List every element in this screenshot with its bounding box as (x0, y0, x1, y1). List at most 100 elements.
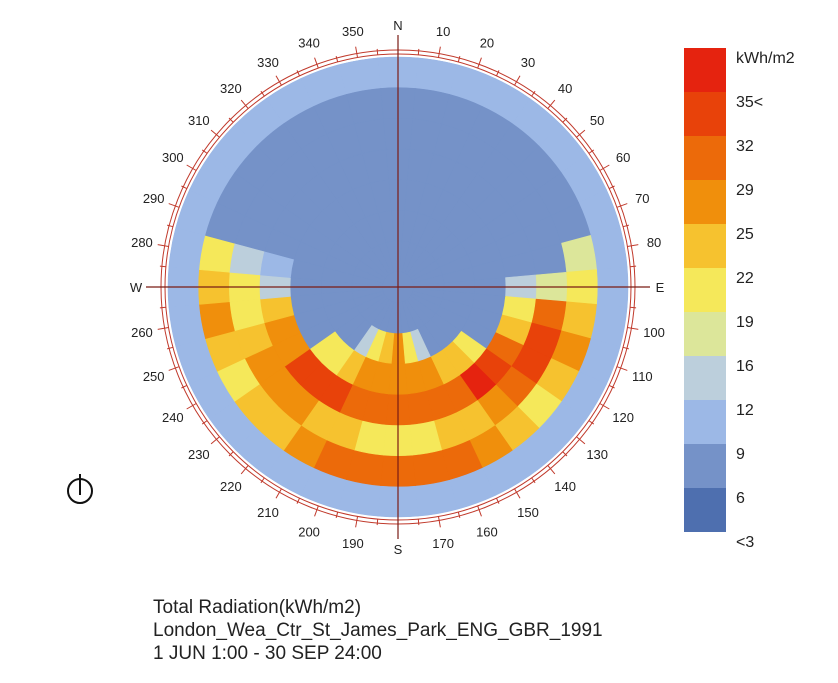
azimuth-label: W (130, 280, 143, 295)
legend-swatch (684, 48, 726, 92)
azimuth-label: 20 (480, 36, 494, 51)
azimuth-label: 230 (188, 447, 210, 462)
sky-dome (167, 56, 629, 518)
compass-tick (608, 185, 615, 189)
compass-tick (562, 451, 568, 457)
compass-tick (531, 477, 536, 484)
compass-tick (296, 70, 300, 77)
compass-tick (496, 70, 500, 77)
compass-tick (260, 477, 265, 484)
azimuth-label: 60 (616, 150, 630, 165)
legend-swatch (684, 356, 726, 400)
compass-tick (275, 75, 282, 86)
legend-label: 25 (736, 226, 754, 243)
azimuth-label: N (393, 18, 402, 33)
compass-tick (588, 420, 595, 425)
compass-tick (437, 46, 441, 58)
compass-tick (181, 385, 188, 389)
compass-tick (210, 129, 220, 138)
compass-tick (496, 497, 500, 504)
azimuth-label: 260 (131, 325, 153, 340)
compass-tick (630, 265, 637, 268)
compass-tick (576, 129, 586, 138)
compass-tick (616, 366, 628, 371)
legend-swatch (684, 224, 726, 268)
compass-tick (514, 488, 521, 499)
legend-label: 32 (736, 138, 754, 155)
compass-tick (240, 465, 249, 475)
compass-tick (437, 516, 441, 528)
compass-tick (201, 149, 208, 154)
compass-tick (457, 56, 461, 63)
azimuth-label: 80 (647, 235, 661, 250)
compass-tick (376, 48, 379, 55)
caption-title: Total Radiation(kWh/m2) (153, 597, 362, 618)
legend-label: <3 (736, 534, 754, 551)
compass-tick (157, 326, 169, 330)
azimuth-label: 220 (220, 479, 242, 494)
legend-label: 6 (736, 490, 745, 507)
compass-tick (608, 385, 615, 389)
compass-tick (531, 90, 536, 97)
caption: Total Radiation(kWh/m2) London_Wea_Ctr_S… (153, 596, 603, 665)
legend-swatch (684, 400, 726, 444)
azimuth-label: 280 (131, 235, 153, 250)
compass-tick (159, 265, 166, 268)
compass-tick (622, 346, 629, 350)
compass-tick (599, 403, 610, 410)
compass-tick (630, 306, 637, 309)
compass-tick (181, 185, 188, 189)
azimuth-label: 300 (162, 150, 184, 165)
compass-tick (477, 57, 482, 69)
compass-tick (186, 403, 197, 410)
azimuth-labels: N 10 20 30 40 50 60 70 80 E 100 110 120 130 140 150 160 1… (130, 18, 665, 557)
legend-swatch (684, 312, 726, 356)
compass-tick (588, 149, 595, 154)
compass-tick (457, 511, 461, 518)
legend-swatch (684, 92, 726, 136)
azimuth-label: 210 (257, 505, 279, 520)
azimuth-label: 160 (476, 524, 498, 539)
legend-label: 19 (736, 314, 754, 331)
compass-tick (547, 465, 556, 475)
azimuth-label: 130 (586, 447, 608, 462)
azimuth-label: 50 (590, 113, 604, 128)
compass-tick (514, 75, 521, 86)
legend-swatch (684, 180, 726, 224)
azimuth-label: 40 (558, 81, 572, 96)
legend-swatch (684, 444, 726, 488)
compass-tick (167, 346, 174, 350)
compass-tick (296, 497, 300, 504)
azimuth-label: 70 (635, 191, 649, 206)
azimuth-label: 310 (188, 113, 210, 128)
azimuth-label: S (394, 542, 403, 557)
legend-label: 35< (736, 94, 763, 111)
compass-tick (376, 519, 379, 526)
compass-ring (146, 35, 650, 539)
azimuth-label: 100 (643, 325, 665, 340)
compass-tick (168, 203, 180, 208)
compass-tick (228, 451, 234, 457)
compass-tick (314, 505, 319, 517)
compass-tick (616, 203, 628, 208)
legend-label: 9 (736, 446, 745, 463)
legend-label: 29 (736, 182, 754, 199)
azimuth-label: 240 (162, 410, 184, 425)
compass-tick (599, 164, 610, 171)
caption-location: London_Wea_Ctr_St_James_Park_ENG_GBR_199… (153, 620, 603, 641)
compass-tick (417, 519, 420, 526)
legend-label: 16 (736, 358, 754, 375)
compass-tick (547, 99, 556, 109)
compass-tick (159, 306, 166, 309)
azimuth-label: E (656, 280, 665, 295)
legend-swatch (684, 268, 726, 312)
azimuth-label: 250 (143, 369, 165, 384)
legend: kWh/m2 35< 32 29 25 22 19 16 12 9 6 <3 (684, 48, 795, 551)
legend-swatch (684, 488, 726, 532)
compass-tick (210, 436, 220, 445)
compass-tick (355, 46, 359, 58)
azimuth-label: 10 (436, 24, 450, 39)
azimuth-label: 290 (143, 191, 165, 206)
compass-tick (168, 366, 180, 371)
